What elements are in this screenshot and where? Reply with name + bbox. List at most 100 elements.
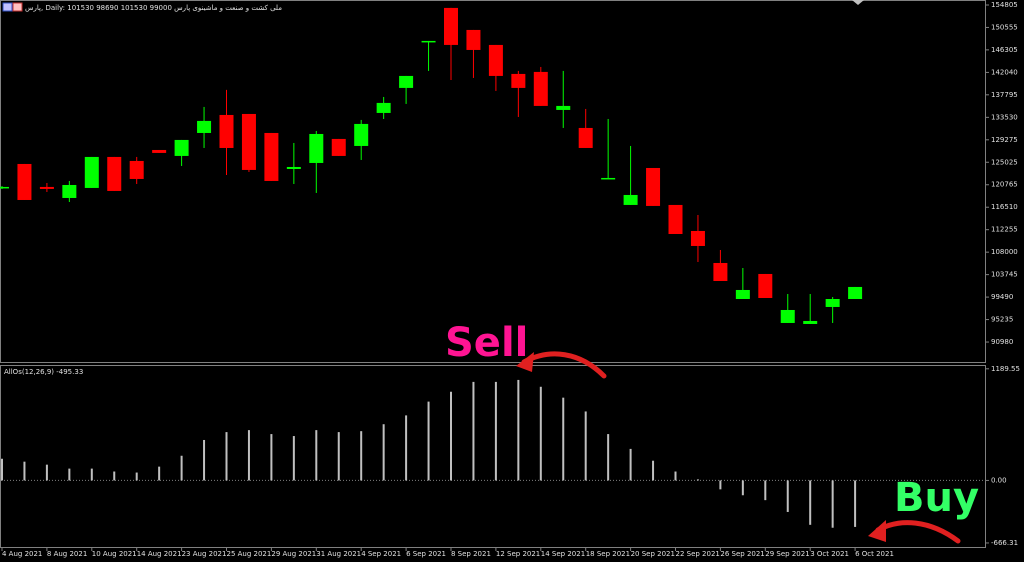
histogram-bar bbox=[652, 460, 655, 481]
candle-body bbox=[601, 177, 616, 180]
y-tick-label: 154805 bbox=[991, 1, 1018, 9]
histogram-bar bbox=[225, 432, 228, 481]
candle-body bbox=[690, 230, 705, 246]
candle-body bbox=[421, 40, 436, 43]
candle-body bbox=[556, 105, 571, 110]
price-panel-frame bbox=[0, 0, 986, 363]
oscillator-panel-frame bbox=[0, 365, 986, 548]
indicator-title: AllOs(12,26,9) -495.33 bbox=[4, 368, 83, 376]
histogram-bar bbox=[517, 379, 520, 481]
histogram-bar bbox=[292, 436, 295, 481]
header-icon bbox=[2, 2, 13, 12]
x-tick-label: 3 Oct 2021 bbox=[810, 550, 849, 558]
scroll-marker bbox=[852, 0, 864, 5]
x-tick-label: 25 Aug 2021 bbox=[227, 550, 272, 558]
sell-arrow-head bbox=[516, 352, 534, 372]
histogram-bar bbox=[809, 480, 812, 525]
candle-body bbox=[444, 7, 458, 45]
histogram-bar bbox=[450, 391, 452, 481]
candle-body bbox=[309, 133, 324, 163]
y-tick-label: 142040 bbox=[991, 68, 1018, 76]
candle-body bbox=[623, 194, 638, 205]
indicator-name: AllOs(12,26,9) bbox=[4, 368, 54, 376]
buy-arrow-head bbox=[868, 520, 886, 542]
candle-body bbox=[578, 127, 593, 148]
histogram-bar bbox=[539, 386, 542, 481]
candle-body bbox=[241, 113, 256, 170]
candle-body bbox=[331, 138, 346, 156]
histogram-bar bbox=[629, 448, 632, 481]
candle-body bbox=[735, 289, 750, 299]
histogram-bar bbox=[158, 466, 161, 481]
x-tick-label: 14 Sep 2021 bbox=[541, 550, 585, 558]
candle-body bbox=[466, 29, 481, 50]
candle-body bbox=[286, 166, 301, 169]
histogram-bar bbox=[427, 401, 430, 481]
indicator-value: -495.33 bbox=[56, 368, 83, 376]
y-tick-label: 116510 bbox=[991, 203, 1018, 211]
histogram-bar bbox=[607, 434, 610, 481]
candle-body bbox=[533, 71, 548, 106]
histogram-bar bbox=[360, 431, 363, 481]
histogram-bar bbox=[764, 480, 767, 501]
x-tick-label: 4 Aug 2021 bbox=[2, 550, 42, 558]
y-tick-label: 108000 bbox=[991, 248, 1018, 256]
histogram-bar bbox=[247, 430, 250, 481]
histogram-bar bbox=[1, 458, 3, 481]
candle-body bbox=[848, 286, 863, 299]
x-tick-label: 6 Oct 2021 bbox=[855, 550, 894, 558]
candle-body bbox=[174, 139, 189, 156]
histogram-bar bbox=[315, 430, 318, 481]
y-tick-label: 1189.55 bbox=[991, 365, 1020, 373]
candle-body bbox=[803, 320, 818, 324]
histogram-bar bbox=[68, 468, 71, 481]
histogram-bar bbox=[382, 424, 385, 481]
histogram-bar bbox=[719, 480, 722, 490]
x-tick-label: 22 Sep 2021 bbox=[676, 550, 720, 558]
y-tick-label: 150555 bbox=[991, 23, 1018, 31]
candle-body bbox=[713, 262, 728, 281]
histogram-bar bbox=[494, 381, 497, 481]
candle-body bbox=[152, 149, 167, 153]
histogram-bar bbox=[45, 464, 48, 481]
histogram-bar bbox=[90, 468, 93, 481]
x-tick-label: 20 Sep 2021 bbox=[631, 550, 675, 558]
y-tick-label: 0.00 bbox=[991, 476, 1007, 484]
x-tick-label: 29 Sep 2021 bbox=[765, 550, 809, 558]
candle-body bbox=[399, 75, 414, 88]
candle-body bbox=[646, 167, 661, 206]
candle-body bbox=[219, 114, 234, 148]
chart-title: پارس, Daily: 101530 98690 101530 99000 م… bbox=[25, 4, 282, 12]
x-tick-label: 23 Aug 2021 bbox=[182, 550, 227, 558]
histogram-bar bbox=[113, 471, 116, 481]
candle-body bbox=[668, 204, 683, 234]
x-tick-label: 10 Aug 2021 bbox=[92, 550, 137, 558]
candle-body bbox=[488, 44, 503, 76]
y-tick-label: 129275 bbox=[991, 136, 1018, 144]
candle-body bbox=[129, 160, 144, 179]
y-tick-label: 125025 bbox=[991, 158, 1018, 166]
x-tick-label: 8 Sep 2021 bbox=[451, 550, 491, 558]
histogram-bar bbox=[696, 479, 699, 481]
x-tick-label: 12 Sep 2021 bbox=[496, 550, 540, 558]
histogram-bar bbox=[831, 480, 834, 528]
y-tick-label: 146305 bbox=[991, 46, 1018, 54]
y-tick-label: 90980 bbox=[991, 338, 1013, 346]
histogram-bar bbox=[584, 411, 587, 481]
y-tick-label: 95235 bbox=[991, 316, 1013, 324]
y-tick-label: 112255 bbox=[991, 226, 1018, 234]
candle-body bbox=[780, 309, 795, 323]
x-tick-label: 29 Aug 2021 bbox=[271, 550, 316, 558]
y-tick-label: 103745 bbox=[991, 271, 1018, 279]
y-tick-label: 120765 bbox=[991, 181, 1018, 189]
sell-annotation: Sell bbox=[445, 320, 528, 366]
histogram-bar bbox=[23, 461, 26, 481]
candle-body bbox=[0, 186, 9, 189]
histogram-bar bbox=[270, 434, 273, 481]
histogram-bar bbox=[203, 439, 206, 481]
candle-body bbox=[197, 120, 212, 133]
x-tick-label: 18 Sep 2021 bbox=[586, 550, 630, 558]
candle-body bbox=[107, 156, 122, 191]
candle-body bbox=[17, 163, 32, 200]
